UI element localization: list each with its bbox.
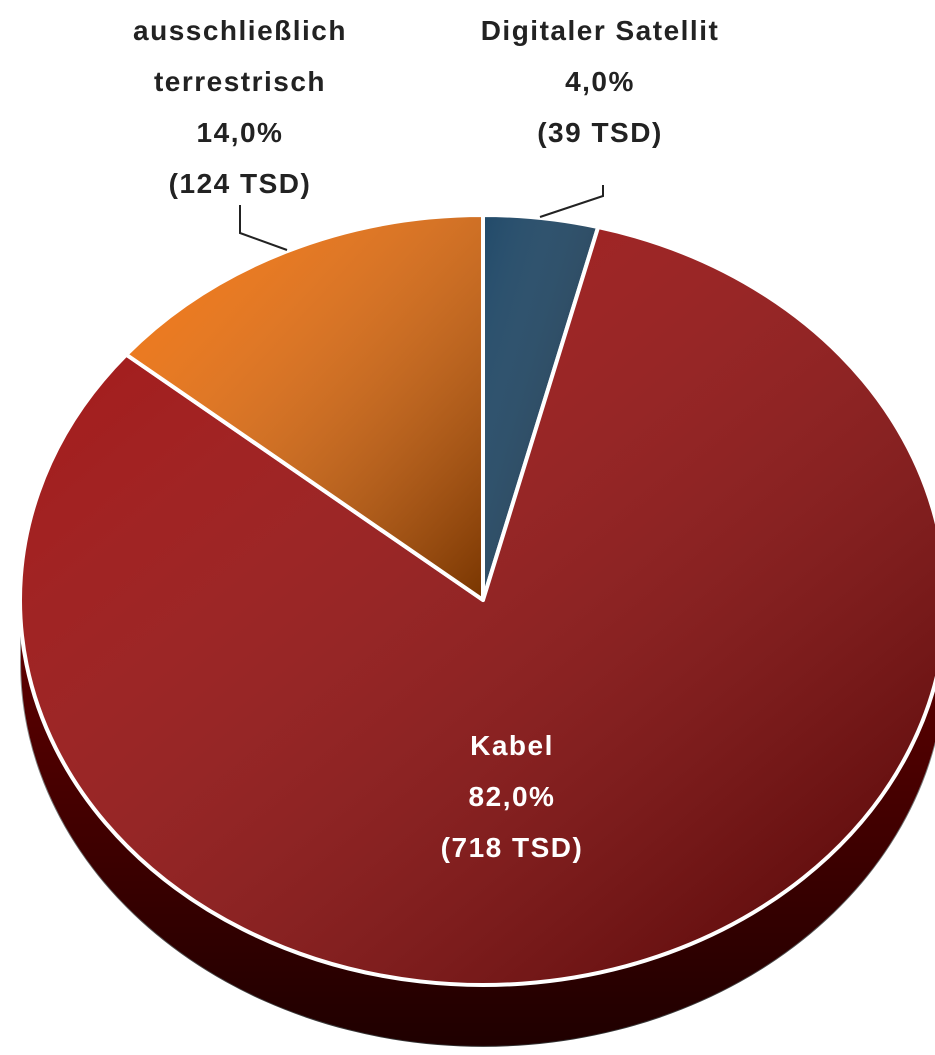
- count-label: (39 TSD): [537, 117, 663, 148]
- category: ausschließlich terrestrisch: [133, 15, 347, 97]
- slice-shade: [18, 225, 935, 987]
- count-label: (124 TSD): [168, 168, 312, 199]
- count-label: (718 TSD): [440, 832, 584, 863]
- value-label: 14,0%: [196, 117, 284, 148]
- slice-shade: [124, 213, 485, 602]
- leader-line: [239, 205, 288, 251]
- category: Digitaler Satellit: [480, 15, 720, 46]
- slice-label: ausschließlich terrestrisch 14,0% (124 TSD…: [100, 5, 380, 209]
- leader-line: [539, 185, 604, 218]
- slice-label: Kabel 82,0% (718 TSD): [362, 720, 662, 873]
- side-shade: [20, 600, 935, 1047]
- value-label: 4,0%: [565, 66, 635, 97]
- category: Kabel: [470, 730, 554, 761]
- slice-label: Digitaler Satellit 4,0% (39 TSD): [430, 5, 770, 158]
- value-label: 82,0%: [468, 781, 556, 812]
